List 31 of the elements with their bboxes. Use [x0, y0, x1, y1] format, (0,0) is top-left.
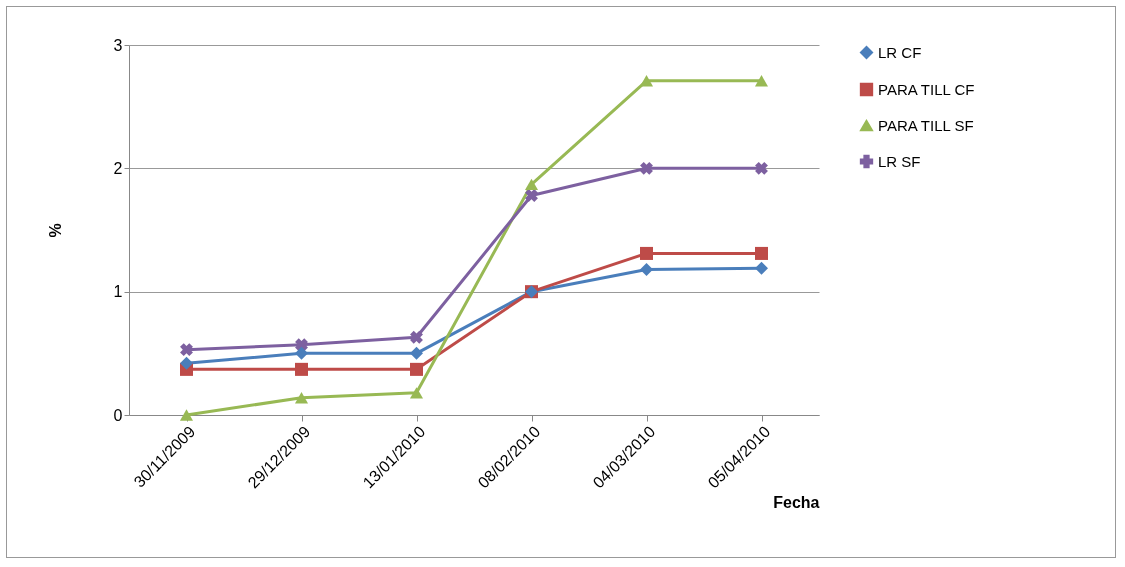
legend-label: LR SF [878, 152, 921, 170]
point [639, 75, 654, 87]
point [179, 409, 194, 421]
y-tick-label: 0 [113, 406, 123, 424]
legend-label: PARA TILL SF [878, 116, 974, 134]
legend-label: LR CF [878, 43, 922, 61]
point [640, 161, 653, 175]
y-tick-label: 2 [113, 159, 123, 177]
point [294, 392, 309, 404]
x-axis-title: Fecha [773, 494, 820, 512]
y-axis-title: % [46, 223, 64, 238]
legend-label: PARA TILL CF [878, 80, 975, 98]
point [524, 178, 539, 191]
point [409, 387, 424, 399]
point [294, 362, 309, 376]
point [179, 356, 194, 370]
point [754, 75, 769, 87]
point [180, 343, 193, 357]
y-tick-label: 3 [113, 36, 123, 54]
point [754, 246, 769, 260]
point [639, 262, 654, 276]
point [295, 338, 308, 352]
point [294, 346, 309, 360]
point [639, 246, 654, 260]
point [525, 189, 538, 202]
point [410, 330, 423, 344]
y-tick-label: 1 [113, 283, 123, 301]
point [409, 346, 424, 360]
point [409, 362, 424, 376]
point [754, 261, 769, 275]
point [755, 161, 768, 175]
